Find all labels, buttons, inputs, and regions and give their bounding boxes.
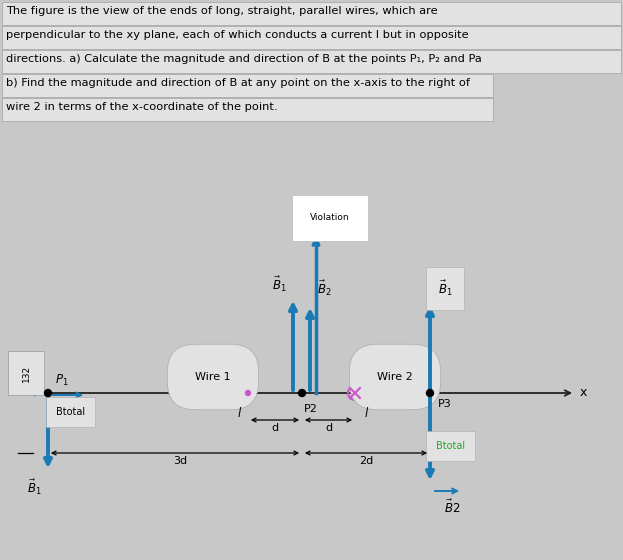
Text: Btotal: Btotal <box>436 441 465 451</box>
Circle shape <box>427 390 434 396</box>
FancyBboxPatch shape <box>2 74 493 97</box>
Text: d: d <box>272 423 278 433</box>
Circle shape <box>44 390 52 396</box>
Text: directions. a) Calculate the magnitude and direction of B at the points P₁, P₂ a: directions. a) Calculate the magnitude a… <box>6 54 482 64</box>
Text: perpendicular to the xy plane, each of which conducts a current I but in opposit: perpendicular to the xy plane, each of w… <box>6 30 468 40</box>
FancyBboxPatch shape <box>2 98 493 121</box>
FancyBboxPatch shape <box>2 50 621 73</box>
Text: $\vec{B}_1$: $\vec{B}_1$ <box>438 279 453 298</box>
FancyBboxPatch shape <box>2 2 621 25</box>
Text: $\vec{B}2$: $\vec{B}2$ <box>444 499 460 516</box>
Text: $l$: $l$ <box>364 406 369 420</box>
Text: d: d <box>325 423 332 433</box>
Text: b) Find the magnitude and direction of B at any point on the x-axis to the right: b) Find the magnitude and direction of B… <box>6 78 470 88</box>
Text: Wire 2: Wire 2 <box>377 372 413 382</box>
Text: P2: P2 <box>304 404 318 414</box>
Circle shape <box>298 390 305 396</box>
Text: 2d: 2d <box>359 456 373 466</box>
Text: Violation: Violation <box>310 213 350 222</box>
Text: wire 2 in terms of the x-coordinate of the point.: wire 2 in terms of the x-coordinate of t… <box>6 102 277 112</box>
Text: P3: P3 <box>438 399 452 409</box>
Text: $P_1$: $P_1$ <box>55 372 69 388</box>
FancyBboxPatch shape <box>2 26 621 49</box>
Text: $\vec{B}_1$: $\vec{B}_1$ <box>272 275 287 294</box>
Text: 132: 132 <box>22 365 31 381</box>
Text: $\vec{B}_2$: $\vec{B}_2$ <box>316 279 331 298</box>
Text: 3d: 3d <box>173 456 187 466</box>
Text: The figure is the view of the ends of long, straight, parallel wires, which are: The figure is the view of the ends of lo… <box>6 6 437 16</box>
Text: Btotal: Btotal <box>56 407 85 417</box>
Circle shape <box>245 390 250 395</box>
Text: x: x <box>580 386 587 399</box>
Text: $\vec{B}_1$: $\vec{B}_1$ <box>27 478 41 497</box>
Text: Wire 1: Wire 1 <box>195 372 231 382</box>
Text: $l$: $l$ <box>237 406 242 420</box>
